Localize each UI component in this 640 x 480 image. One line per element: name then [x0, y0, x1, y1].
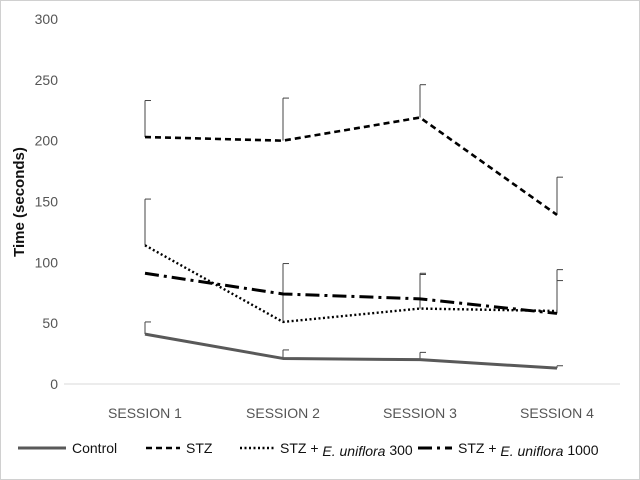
legend-label-3: STZ + E. uniflora 1000	[458, 440, 599, 459]
x-tick-label: SESSION 3	[383, 405, 457, 421]
legend-label-0: Control	[72, 440, 117, 456]
y-tick-label: 150	[35, 194, 59, 210]
x-tick-label: SESSION 2	[246, 405, 320, 421]
series-line-0	[144, 332, 558, 370]
legend-label-1: STZ	[186, 440, 213, 456]
y-tick-label: 100	[35, 254, 59, 270]
legend-label-2: STZ + E. uniflora 300	[280, 440, 413, 459]
x-tick-label: SESSION 1	[108, 405, 182, 421]
y-tick-label: 50	[42, 315, 58, 331]
series-line-1	[144, 116, 558, 216]
series-line-2	[144, 244, 558, 324]
series-line-3	[144, 271, 558, 315]
x-tick-label: SESSION 4	[520, 405, 594, 421]
y-tick-label: 0	[50, 376, 58, 392]
y-tick-label: 200	[35, 133, 59, 149]
y-axis-label: Time (seconds)	[11, 147, 28, 257]
y-tick-label: 250	[35, 72, 59, 88]
y-tick-label: 300	[35, 11, 59, 27]
